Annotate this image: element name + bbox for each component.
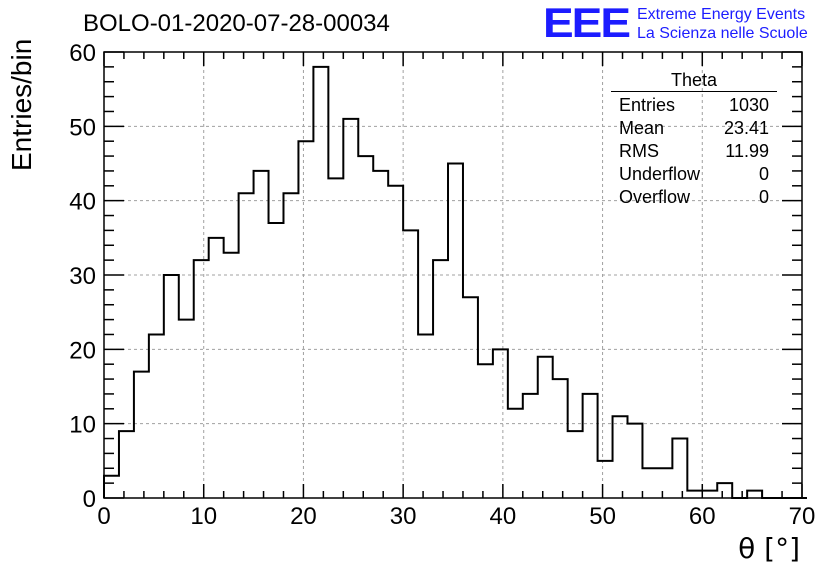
- stats-value: 23.41: [723, 118, 769, 138]
- x-tick-label: 0: [97, 503, 110, 530]
- stats-box: Theta Entries 1030 Mean 23.41 RMS 11.99 …: [611, 70, 777, 209]
- stats-label: Overflow: [619, 187, 691, 207]
- stats-value: 0: [758, 187, 769, 207]
- stats-label: Entries: [619, 95, 676, 115]
- stats-value: 11.99: [725, 141, 769, 161]
- x-tick-label: 10: [190, 503, 217, 530]
- x-tick-label: 40: [490, 503, 517, 530]
- stats-row: Overflow 0: [611, 186, 777, 209]
- y-tick-label: 10: [69, 412, 96, 439]
- stats-title: Theta: [611, 70, 777, 92]
- stats-row: RMS 11.99: [611, 140, 777, 163]
- stats-row: Underflow 0: [611, 163, 777, 186]
- y-tick-label: 50: [69, 114, 96, 141]
- eee-logo: EEE: [543, 0, 631, 47]
- histogram-line: [103, 65, 807, 499]
- y-tick-label: 60: [69, 40, 96, 67]
- y-tick-label: 40: [69, 189, 96, 216]
- x-tick-label: 60: [689, 503, 716, 530]
- y-axis-label: Entries/bin: [6, 38, 37, 171]
- y-tick-label: 20: [69, 337, 96, 364]
- stats-label: RMS: [619, 141, 659, 161]
- stats-label: Mean: [619, 118, 665, 138]
- stats-row: Mean 23.41: [611, 117, 777, 140]
- stats-label: Underflow: [619, 164, 701, 184]
- stats-row: Entries 1030: [611, 94, 777, 117]
- y-tick-label: 30: [69, 263, 96, 290]
- x-tick-label: 20: [290, 503, 317, 530]
- x-tick-label: 30: [390, 503, 417, 530]
- x-axis-label: θ [°]: [738, 532, 800, 565]
- tick-labels: 0 10 20 30 40 50 60 70 0 10 20 30 40 50 60: [69, 40, 815, 530]
- grid-lines: [104, 52, 802, 498]
- plot-frame: [103, 51, 803, 499]
- logo-line-1: Extreme Energy Events: [637, 6, 806, 23]
- y-tick-label: 0: [83, 486, 96, 513]
- stats-value: 0: [758, 164, 769, 184]
- x-tick-label: 50: [589, 503, 616, 530]
- logo-line-2: La Scienza nelle Scuole: [637, 25, 808, 42]
- x-tick-label: 70: [789, 503, 816, 530]
- chart-title: BOLO-01-2020-07-28-00034: [83, 10, 390, 37]
- stats-value: 1030: [728, 95, 769, 115]
